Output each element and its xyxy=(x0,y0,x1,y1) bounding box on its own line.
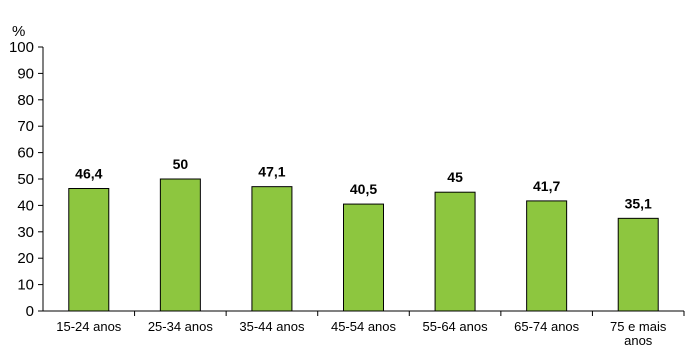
y-tick-label: 70 xyxy=(17,118,34,135)
y-tick-label: 0 xyxy=(26,303,34,320)
y-tick-label: 30 xyxy=(17,224,34,241)
x-axis: 15-24 anos 25-34 anos 35-44 anos 45-54 anos… xyxy=(43,310,685,348)
category-label: 15-24 anos xyxy=(56,319,122,334)
value-label: 45 xyxy=(447,169,463,185)
category-label: 35-44 anos xyxy=(239,319,305,334)
y-tick-label: 60 xyxy=(17,145,34,162)
category-label: 25-34 anos xyxy=(148,319,214,334)
bar xyxy=(251,186,293,312)
category-label: 65-74 anos xyxy=(514,319,580,334)
value-label: 46,4 xyxy=(75,166,102,182)
y-tick-label: 40 xyxy=(17,197,34,214)
bar xyxy=(526,200,568,312)
y-unit-label: % xyxy=(12,23,25,40)
y-tick-label: 20 xyxy=(17,250,34,267)
value-label: 40,5 xyxy=(350,181,377,197)
y-tick-label: 80 xyxy=(17,92,34,109)
bar xyxy=(617,217,659,312)
y-axis: 0 10 20 30 40 50 60 70 80 90 100 xyxy=(9,39,44,320)
value-label: 50 xyxy=(173,156,189,172)
bar xyxy=(434,191,476,312)
y-tick-label: 100 xyxy=(9,39,34,56)
bar xyxy=(159,178,201,312)
category-label: 55-64 anos xyxy=(423,319,489,334)
bars: 46,4 50 47,1 40,5 45 41,7 35,1 xyxy=(68,156,659,312)
y-tick-label: 10 xyxy=(17,277,34,294)
y-tick-label: 50 xyxy=(17,171,34,188)
bar xyxy=(343,203,384,312)
category-label: 75 e mais anos xyxy=(610,319,667,348)
value-label: 41,7 xyxy=(533,178,560,194)
value-label: 35,1 xyxy=(625,195,652,211)
category-label: 45-54 anos xyxy=(331,319,397,334)
bar xyxy=(68,188,110,312)
y-tick-label: 90 xyxy=(17,65,34,82)
value-label: 47,1 xyxy=(258,164,285,180)
